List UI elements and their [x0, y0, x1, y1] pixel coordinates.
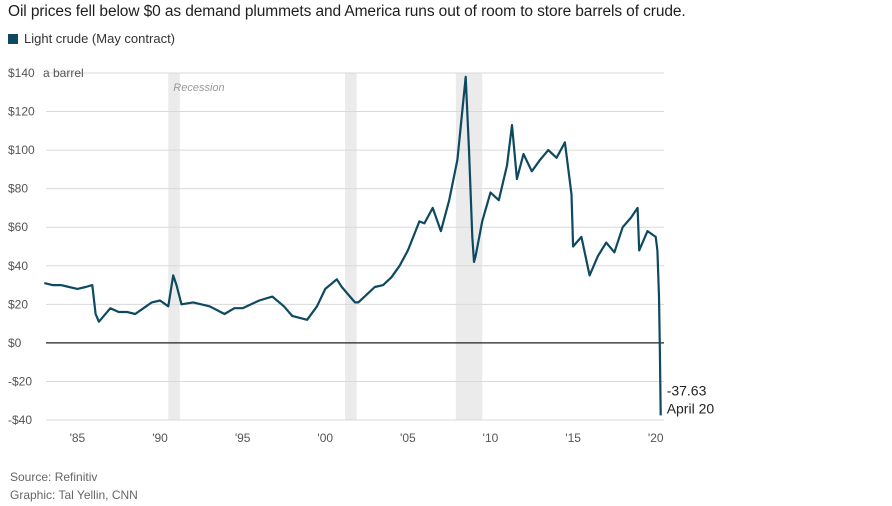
x-tick-label: '85 [70, 431, 86, 445]
x-tick-label: '15 [565, 431, 581, 445]
recession-band [345, 73, 357, 420]
recession-label: Recession [173, 82, 224, 94]
legend-label: Light crude (May contract) [24, 31, 176, 46]
y-tick-label: $100 [8, 143, 35, 157]
y-tick-label: $60 [8, 220, 28, 234]
x-tick-label: '10 [483, 431, 499, 445]
y-axis-ticks: -$40 -$20 $0 $20 $40 $60 $80 $100 $120 $140 a barr… [8, 66, 84, 427]
x-tick-label: '20 [648, 431, 664, 445]
chart-title: Oil prices fell below $0 as demand plumm… [8, 3, 686, 20]
y-tick-label: $120 [8, 105, 35, 119]
annotation-date: April 20 [667, 400, 715, 416]
y-tick-label: $0 [8, 336, 22, 350]
y-tick-label: $80 [8, 182, 28, 196]
y-tick-label: $40 [8, 259, 28, 273]
x-tick-label: '05 [400, 431, 416, 445]
annotation-value: -37.63 [667, 382, 707, 398]
x-tick-label: '95 [235, 431, 251, 445]
y-unit-label: a barrel [43, 66, 84, 80]
price-line-series [44, 75, 662, 416]
source-note: Source: Refinitiv [10, 470, 98, 484]
credit-note: Graphic: Tal Yellin, CNN [10, 488, 138, 502]
y-tick-label: $140 [8, 66, 35, 80]
y-tick-label: -$20 [8, 374, 32, 388]
chart-legend: Light crude (May contract) [8, 31, 175, 46]
recession-bands: Recession [168, 73, 483, 420]
recession-band [168, 73, 180, 420]
x-tick-label: '90 [152, 431, 168, 445]
x-axis-ticks: '85 '90 '95 '00 '05 '10 '15 '20 [70, 431, 664, 445]
y-tick-label: -$40 [8, 413, 32, 427]
legend-swatch [8, 33, 18, 44]
x-tick-label: '00 [317, 431, 333, 445]
y-tick-label: $20 [8, 297, 28, 311]
